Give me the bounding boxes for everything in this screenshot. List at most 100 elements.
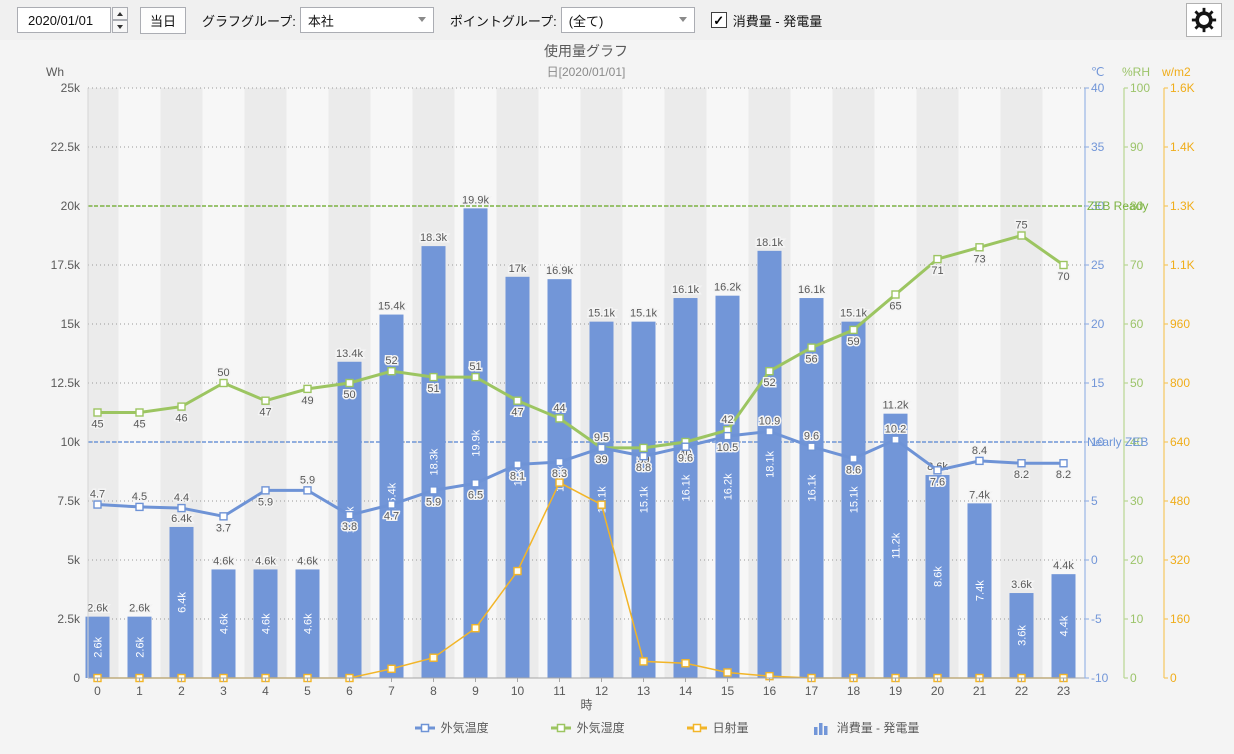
point-label: 73 bbox=[973, 253, 985, 265]
right-tick-label: 40 bbox=[1130, 435, 1144, 449]
marker bbox=[261, 396, 270, 405]
right-tick-label: 70 bbox=[1130, 258, 1144, 272]
x-tick-label: 0 bbox=[94, 684, 101, 698]
right-tick-label: 30 bbox=[1130, 494, 1144, 508]
bar-value-label: 15.4k bbox=[378, 301, 405, 313]
right-tick-label: 0 bbox=[1091, 553, 1098, 567]
marker bbox=[975, 243, 984, 252]
bar-inner-label: 3.6k bbox=[1017, 625, 1029, 646]
marker bbox=[765, 367, 774, 376]
graph-group-value: 本社 bbox=[307, 13, 334, 29]
point-label: 71 bbox=[931, 265, 943, 277]
point-label: 9.6 bbox=[678, 453, 693, 465]
x-tick-label: 3 bbox=[220, 684, 227, 698]
point-label: 5.9 bbox=[300, 474, 315, 486]
bar-inner-label: 15.1k bbox=[849, 486, 861, 513]
bar-inner-label: 4.6k bbox=[261, 613, 273, 634]
bar-inner-label: 18.1k bbox=[765, 450, 777, 477]
right-tick-label: 320 bbox=[1170, 553, 1190, 567]
y-axis-solar: 0 160 320 480 640 800 960 1.1K 1.3K 1.4K 1.6K w/m2 bbox=[1161, 65, 1195, 685]
point-label: 7.6 bbox=[930, 476, 945, 488]
date-increment-button[interactable] bbox=[112, 7, 128, 20]
bar bbox=[295, 569, 320, 678]
right-tick-label: 35 bbox=[1091, 140, 1105, 154]
series-visibility-toggle[interactable]: ✓ 消費量 - 発電量 bbox=[710, 11, 822, 30]
marker bbox=[849, 454, 858, 463]
marker bbox=[639, 657, 648, 666]
today-button[interactable]: 当日 bbox=[140, 6, 186, 34]
marker bbox=[1059, 459, 1068, 468]
y-axis-title: Wh bbox=[46, 65, 64, 79]
x-tick-label: 19 bbox=[889, 684, 903, 698]
bar-value-label: 15.1k bbox=[840, 308, 867, 320]
point-label: 51 bbox=[427, 383, 439, 395]
x-tick-label: 1 bbox=[136, 684, 143, 698]
bar-value-label: 15.1k bbox=[630, 308, 657, 320]
bar bbox=[127, 616, 152, 678]
marker bbox=[555, 478, 564, 487]
legend-label: 日射量 bbox=[712, 721, 749, 735]
bar-value-label: 13.4k bbox=[336, 348, 363, 360]
marker bbox=[1017, 459, 1026, 468]
marker bbox=[177, 503, 186, 513]
right-tick-label: -10 bbox=[1091, 671, 1109, 685]
reference-lines bbox=[88, 205, 1085, 443]
bar bbox=[925, 475, 950, 678]
point-label: 52 bbox=[763, 377, 775, 389]
y-tick-label: 2.5k bbox=[57, 612, 81, 626]
marker bbox=[471, 479, 480, 488]
bar bbox=[757, 250, 782, 678]
graph-group-select[interactable]: 本社 bbox=[299, 7, 434, 33]
marker bbox=[681, 659, 690, 668]
x-tick-label: 2 bbox=[178, 684, 185, 698]
date-decrement-button[interactable] bbox=[112, 20, 128, 33]
right-axis-title: w/m2 bbox=[1161, 65, 1191, 79]
y-tick-label: 17.5k bbox=[51, 258, 81, 272]
bar-inner-label: 16.2k bbox=[723, 473, 735, 500]
marker bbox=[723, 431, 732, 441]
date-input[interactable] bbox=[17, 7, 111, 33]
right-tick-label: 1.6K bbox=[1170, 81, 1195, 95]
right-tick-label: 60 bbox=[1130, 317, 1144, 331]
bar bbox=[211, 569, 236, 678]
marker bbox=[387, 500, 396, 509]
marker bbox=[723, 668, 732, 677]
right-tick-label: 100 bbox=[1130, 81, 1150, 95]
bar-value-label: 18.3k bbox=[420, 232, 447, 244]
line-series-temp: 4.7 4.5 4.4 3.7 5.9 5.9 3.8 4.7 5.9 6.5 8.1 8.3 9.5 8… bbox=[88, 414, 1072, 536]
marker bbox=[975, 456, 984, 466]
settings-button[interactable] bbox=[1186, 3, 1222, 37]
marker bbox=[597, 500, 606, 509]
point-label: 5.9 bbox=[426, 496, 441, 508]
bar-value-label: 6.4k bbox=[171, 513, 192, 525]
y-tick-label: 15k bbox=[61, 317, 81, 331]
bar-inner-label: 16.1k bbox=[681, 474, 693, 501]
right-tick-label: 25 bbox=[1091, 258, 1105, 272]
x-tick-label: 6 bbox=[346, 684, 353, 698]
arrow-up-icon bbox=[117, 11, 123, 16]
line-series-icon bbox=[686, 723, 707, 732]
bar bbox=[253, 569, 278, 678]
bar-value-label: 11.2k bbox=[882, 400, 909, 412]
bar-value-label: 2.6k bbox=[87, 603, 108, 615]
point-label: 49 bbox=[301, 395, 313, 407]
point-label: 44 bbox=[553, 402, 565, 414]
point-label: 10.9 bbox=[759, 415, 780, 427]
bar-inner-label: 4.6k bbox=[303, 613, 315, 634]
x-tick-label: 9 bbox=[472, 684, 479, 698]
point-group-select[interactable]: (全て) bbox=[560, 7, 695, 33]
point-label: 45 bbox=[133, 419, 145, 431]
right-tick-label: 20 bbox=[1130, 553, 1144, 567]
checkbox-icon[interactable]: ✓ bbox=[710, 12, 727, 28]
bar-inner-label: 15.1k bbox=[639, 486, 651, 513]
bar-value-label: 16.1k bbox=[672, 284, 699, 296]
bar-value-label: 4.4k bbox=[1053, 560, 1074, 572]
marker bbox=[429, 653, 438, 662]
marker bbox=[891, 435, 900, 444]
point-label: 8.3 bbox=[552, 468, 567, 480]
x-tick-label: 7 bbox=[388, 684, 395, 698]
chevron-down-icon bbox=[678, 17, 687, 22]
x-tick-label: 5 bbox=[304, 684, 311, 698]
marker bbox=[135, 502, 144, 512]
right-tick-label: 10 bbox=[1130, 612, 1144, 626]
